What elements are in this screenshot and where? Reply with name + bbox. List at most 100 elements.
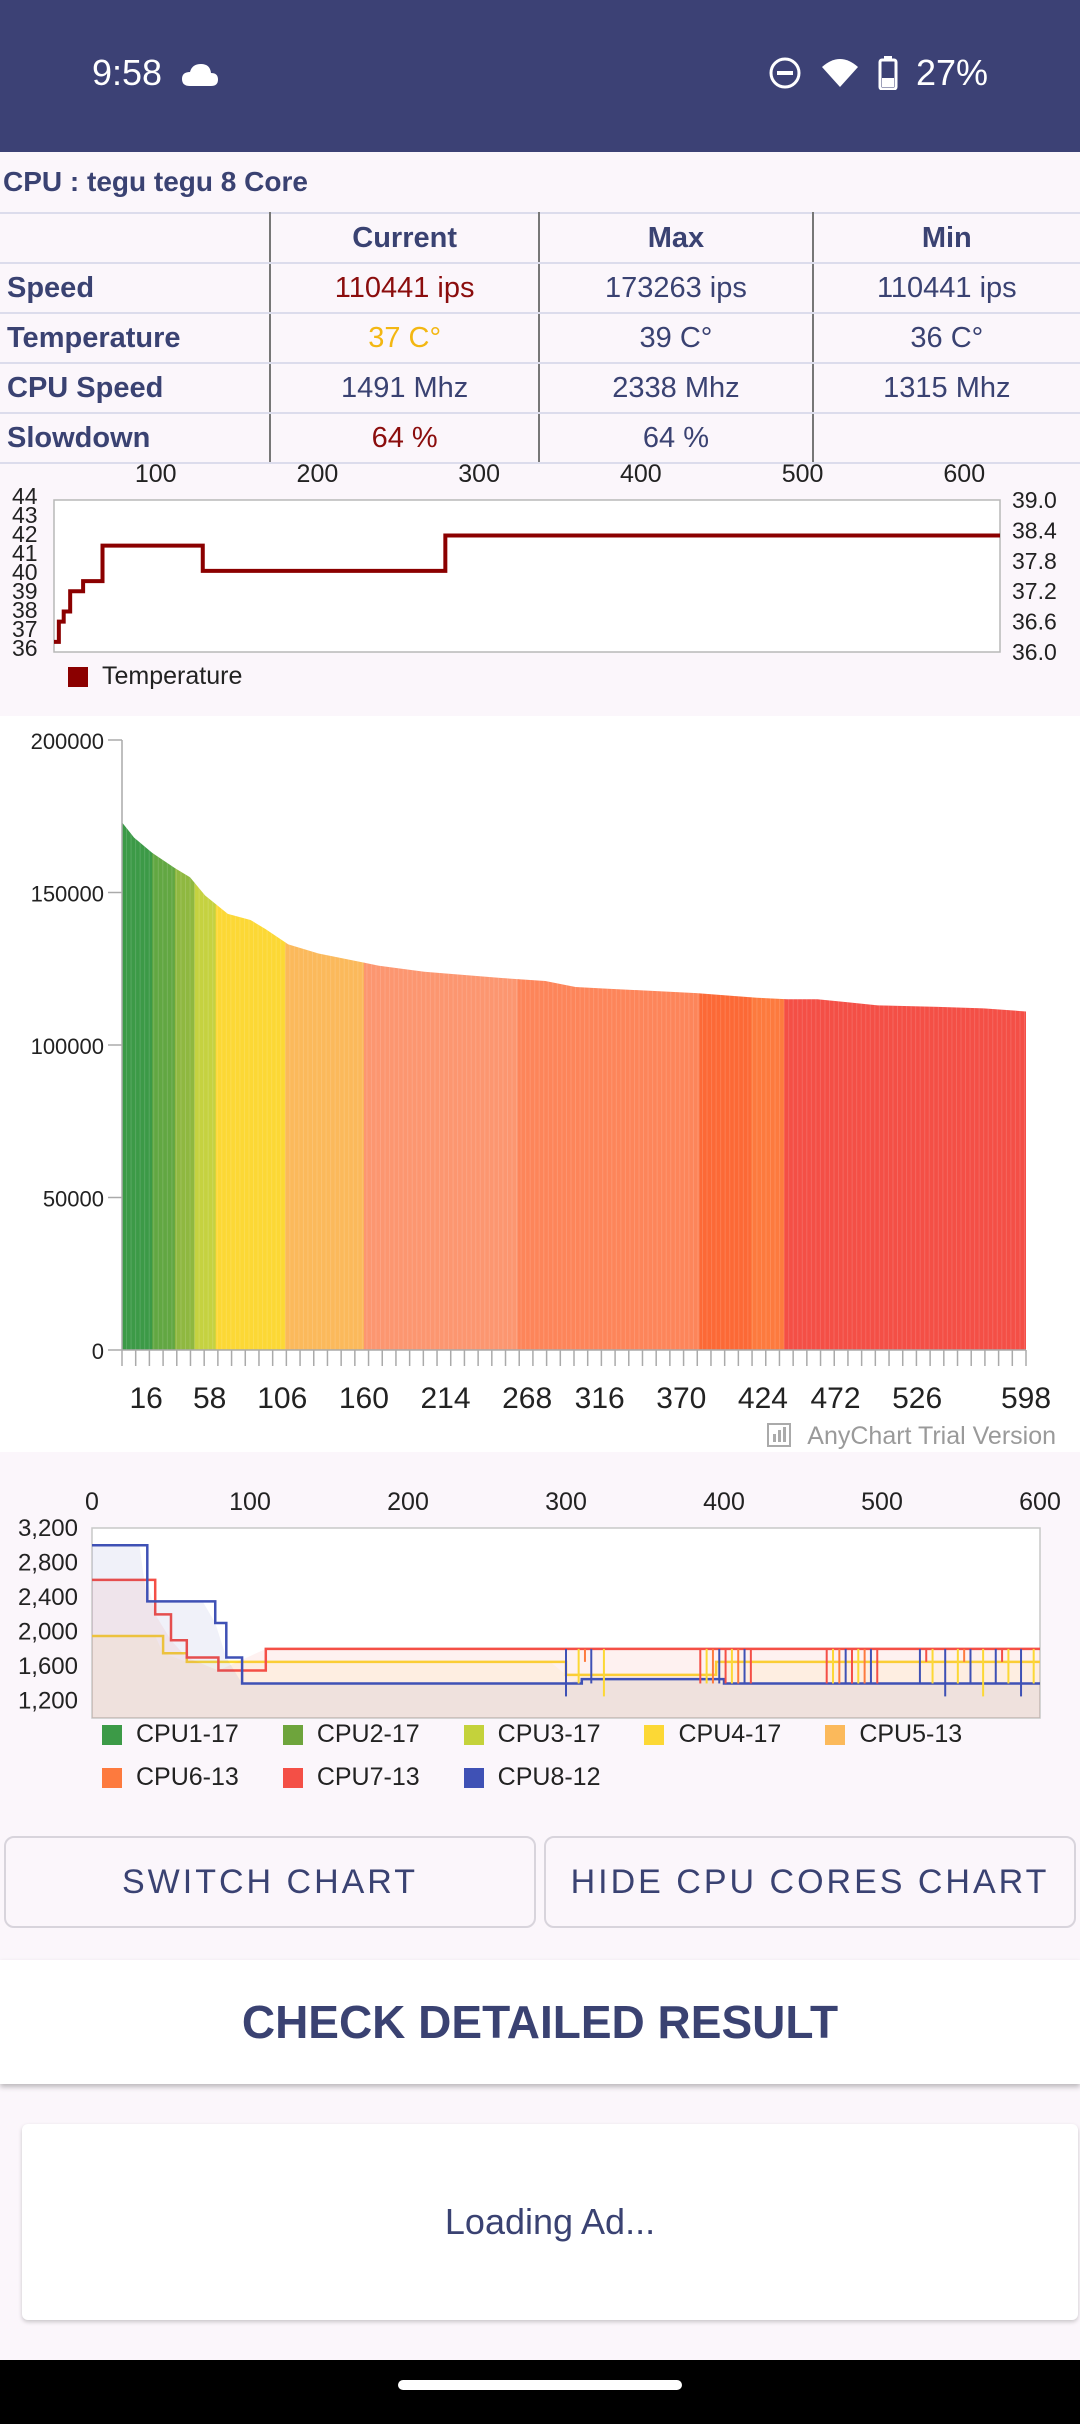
cpu-legend-item: CPU6-13 — [102, 1763, 239, 1792]
speed-min: 110441 ips — [811, 263, 1080, 314]
clock-time: 9:58 — [92, 52, 163, 93]
battery-icon — [878, 56, 898, 90]
legend-swatch — [644, 1724, 665, 1745]
row-label: Slowdown — [0, 413, 270, 464]
temperature-plot-area — [53, 499, 1001, 653]
score-band — [285, 822, 365, 1350]
temp-y-left-tick: 39 — [12, 578, 38, 604]
cores-x-tick: 0 — [85, 1488, 99, 1516]
cores-x-tick: 200 — [387, 1488, 429, 1516]
temperature-legend: Temperature — [68, 662, 242, 691]
cpu-legend-item: CPU7-13 — [282, 1763, 420, 1792]
temperature-min: 36 C° — [811, 313, 1080, 364]
temp-y-right-tick: 39.0 — [1012, 487, 1057, 513]
score-y-tick: 200000 — [31, 729, 104, 754]
slowdown-max: 64 % — [538, 413, 813, 464]
speed-current: 110441 ips — [268, 263, 540, 314]
cpu-speed-max: 2338 Mhz — [538, 363, 813, 414]
temp-y-right-tick: 36.6 — [1012, 609, 1057, 635]
core-line — [92, 1578, 1040, 1672]
stats-header-max: Max — [538, 213, 813, 264]
switch-chart-button[interactable]: SWITCH CHART — [4, 1836, 536, 1928]
stats-row-temperature: Temperature 37 C° 39 C° 36 C° — [0, 313, 1080, 364]
score-band — [122, 822, 153, 1350]
ad-loading-text: Loading Ad... — [444, 2201, 656, 2242]
score-y-tick: 50000 — [43, 1187, 104, 1212]
core-line — [92, 1634, 1040, 1677]
score-x-tick: 160 — [339, 1382, 389, 1415]
legend-swatch — [102, 1724, 122, 1745]
cpu-legend-item: CPU2-17 — [282, 1720, 420, 1749]
cpu-legend-item: CPU8-12 — [463, 1763, 601, 1792]
anychart-icon — [767, 1423, 791, 1447]
temp-x-tick: 600 — [943, 460, 985, 488]
cores-y-tick: 1,200 — [18, 1688, 78, 1715]
score-y-tick: 0 — [92, 1339, 104, 1364]
legend-label: Temperature — [102, 662, 243, 690]
legend-label: CPU2-17 — [316, 1720, 420, 1748]
score-x-tick: 106 — [257, 1382, 307, 1415]
row-label: CPU Speed — [0, 363, 270, 414]
legend-swatch — [825, 1724, 846, 1745]
cores-y-tick: 2,000 — [18, 1619, 78, 1646]
temp-x-tick: 200 — [297, 460, 339, 488]
home-gesture-handle[interactable] — [398, 2380, 682, 2390]
score-x-tick: 526 — [892, 1382, 942, 1415]
legend-swatch — [282, 1767, 303, 1788]
cpu-legend-item: CPU3-17 — [463, 1720, 601, 1749]
temperature-current: 37 C° — [268, 313, 540, 364]
score-band — [363, 822, 519, 1350]
legend-label: CPU3-17 — [497, 1720, 601, 1748]
battery-percent: 27% — [915, 52, 988, 93]
cpu-speed-min: 1315 Mhz — [811, 363, 1080, 414]
legend-label: CPU5-13 — [859, 1720, 963, 1748]
temp-x-tick: 400 — [620, 460, 662, 488]
hide-cpu-cores-chart-button[interactable]: HIDE CPU CORES CHART — [544, 1836, 1076, 1928]
temperature-max: 39 C° — [538, 313, 813, 364]
score-x-tick: 598 — [1001, 1382, 1051, 1415]
wifi-icon — [821, 59, 858, 87]
stats-row-slowdown: Slowdown 64 % 64 % — [0, 413, 1080, 464]
legend-swatch — [282, 1724, 303, 1745]
check-detailed-result-button[interactable]: CHECK DETAILED RESULT — [0, 1960, 1080, 2084]
score-x-tick: 58 — [193, 1382, 226, 1415]
do-not-disturb-icon — [769, 57, 801, 89]
legend-swatch — [68, 666, 88, 687]
temp-y-left-tick: 40 — [12, 559, 38, 585]
core-line — [92, 1544, 1040, 1685]
cpu-legend-item: CPU1-17 — [102, 1720, 239, 1749]
temp-y-right-tick: 37.8 — [1012, 548, 1057, 574]
stats-header-blank — [0, 213, 270, 264]
cores-x-tick: 400 — [703, 1488, 745, 1516]
legend-label: CPU7-13 — [316, 1763, 420, 1791]
score-band — [194, 822, 217, 1350]
score-x-tick: 268 — [502, 1382, 552, 1415]
cores-x-tick: 600 — [1019, 1488, 1061, 1516]
temp-y-right-tick: 38.4 — [1012, 517, 1057, 543]
status-bar: 9:58 27% — [0, 0, 1080, 152]
temp-y-left-tick: 38 — [12, 597, 38, 623]
cores-x-tick: 500 — [861, 1488, 903, 1516]
speed-max: 173263 ips — [538, 263, 813, 314]
legend-swatch — [463, 1724, 484, 1745]
cores-x-tick: 100 — [229, 1488, 271, 1516]
ad-banner[interactable]: Loading Ad... — [22, 2124, 1078, 2320]
row-label: Temperature — [0, 313, 270, 364]
temp-y-right-tick: 36.0 — [1012, 639, 1057, 665]
legend-label: CPU8-12 — [497, 1763, 601, 1791]
temp-y-left-tick: 36 — [12, 635, 38, 661]
slowdown-min — [811, 413, 1080, 464]
cloud-icon — [182, 64, 218, 86]
temperature-line — [54, 533, 1000, 644]
temp-x-tick: 300 — [458, 460, 500, 488]
score-area — [122, 822, 1026, 1350]
stats-header-current: Current — [268, 213, 540, 264]
score-y-tick: 100000 — [31, 1034, 104, 1059]
cpu-legend-item: CPU4-17 — [644, 1720, 781, 1749]
cores-y-tick: 1,600 — [18, 1653, 78, 1680]
temp-y-left-tick: 41 — [12, 540, 38, 566]
cores-y-tick: 2,400 — [18, 1584, 78, 1611]
temp-y-right-tick: 37.2 — [1012, 578, 1057, 604]
score-x-tick: 316 — [575, 1382, 625, 1415]
score-y-tick: 150000 — [31, 882, 104, 907]
